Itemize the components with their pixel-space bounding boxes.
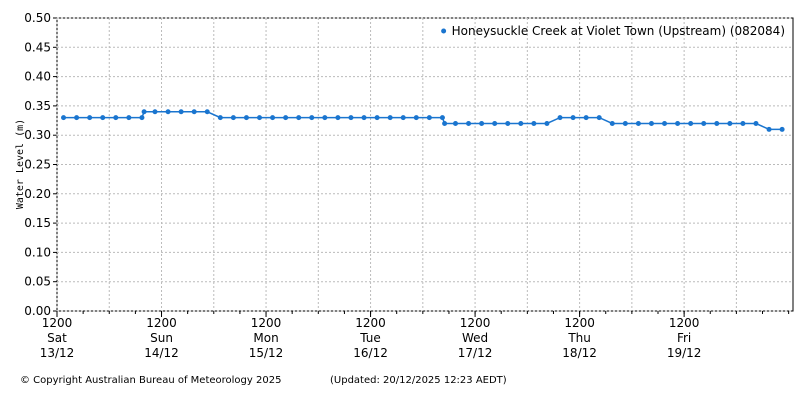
data-point bbox=[230, 115, 236, 121]
data-point bbox=[126, 115, 132, 121]
data-point bbox=[635, 120, 641, 126]
x-tick-label: 1200 bbox=[251, 316, 282, 330]
data-point bbox=[675, 120, 681, 126]
data-point bbox=[442, 120, 448, 126]
data-point bbox=[413, 115, 419, 121]
data-point bbox=[204, 109, 210, 115]
y-tick-label: 0.25 bbox=[24, 158, 51, 172]
x-tick-label: Mon bbox=[253, 331, 278, 345]
data-point bbox=[714, 120, 720, 126]
x-tick-label: 14/12 bbox=[144, 346, 179, 360]
data-point bbox=[648, 120, 654, 126]
data-point bbox=[570, 115, 576, 121]
data-point bbox=[439, 115, 445, 121]
data-point bbox=[400, 115, 406, 121]
data-point bbox=[113, 115, 119, 121]
data-point bbox=[361, 115, 367, 121]
data-point bbox=[583, 115, 589, 121]
x-tick-label: Thu bbox=[567, 331, 591, 345]
data-point bbox=[766, 126, 772, 132]
x-tick-label: 13/12 bbox=[40, 346, 75, 360]
x-tick-label: 1200 bbox=[669, 316, 700, 330]
x-tick-label: 19/12 bbox=[667, 346, 702, 360]
data-point bbox=[296, 115, 302, 121]
y-tick-label: 0.30 bbox=[24, 128, 51, 142]
footer-updated: (Updated: 20/12/2025 12:23 AEDT) bbox=[330, 375, 507, 386]
y-tick-label: 0.15 bbox=[24, 216, 51, 230]
y-tick-label: 0.20 bbox=[24, 187, 51, 201]
data-point bbox=[243, 115, 249, 121]
series-line bbox=[63, 111, 783, 131]
footer-copyright: © Copyright Australian Bureau of Meteoro… bbox=[20, 375, 281, 386]
x-tick-label: 1200 bbox=[564, 316, 595, 330]
data-point bbox=[426, 115, 432, 121]
x-tick-label: 16/12 bbox=[353, 346, 388, 360]
data-point bbox=[727, 120, 733, 126]
data-point bbox=[466, 120, 472, 126]
legend-marker bbox=[441, 28, 447, 34]
data-point bbox=[100, 115, 106, 121]
y-axis-label: Water Level (m) bbox=[15, 119, 26, 209]
data-point bbox=[452, 120, 458, 126]
data-point bbox=[139, 115, 145, 121]
x-tick-label: Wed bbox=[462, 331, 488, 345]
x-tick-label: 18/12 bbox=[562, 346, 597, 360]
x-tick-label: Tue bbox=[359, 331, 381, 345]
x-tick-label: Fri bbox=[677, 331, 691, 345]
x-tick-label: Sat bbox=[47, 331, 67, 345]
y-tick-label: 0.35 bbox=[24, 99, 51, 113]
data-point bbox=[387, 115, 393, 121]
data-point bbox=[191, 109, 197, 115]
data-point bbox=[479, 120, 485, 126]
data-point bbox=[257, 115, 263, 121]
data-point bbox=[740, 120, 746, 126]
x-tick-label: 1200 bbox=[42, 316, 73, 330]
data-point bbox=[283, 115, 289, 121]
data-point bbox=[270, 115, 276, 121]
data-point bbox=[609, 120, 615, 126]
data-point bbox=[74, 115, 80, 121]
data-point bbox=[544, 120, 550, 126]
x-tick-label: 1200 bbox=[355, 316, 386, 330]
data-point bbox=[87, 115, 93, 121]
data-point bbox=[335, 115, 341, 121]
data-point bbox=[322, 115, 328, 121]
y-tick-label: 0.45 bbox=[24, 40, 51, 54]
data-point bbox=[505, 120, 511, 126]
data-point bbox=[557, 115, 563, 121]
y-tick-label: 0.10 bbox=[24, 245, 51, 259]
x-tick-label: Sun bbox=[150, 331, 173, 345]
x-tick-label: 1200 bbox=[146, 316, 177, 330]
data-point bbox=[165, 109, 171, 115]
y-tick-label: 0.50 bbox=[24, 11, 51, 25]
data-point bbox=[779, 126, 785, 132]
data-point bbox=[178, 109, 184, 115]
y-tick-label: 0.05 bbox=[24, 275, 51, 289]
x-tick-label: 15/12 bbox=[249, 346, 284, 360]
y-tick-label: 0.40 bbox=[24, 70, 51, 84]
data-point bbox=[531, 120, 537, 126]
data-point bbox=[518, 120, 524, 126]
data-point bbox=[152, 109, 158, 115]
x-tick-label: 17/12 bbox=[458, 346, 493, 360]
data-point bbox=[217, 115, 223, 121]
data-point bbox=[492, 120, 498, 126]
data-point bbox=[61, 115, 67, 121]
data-point bbox=[622, 120, 628, 126]
data-point bbox=[688, 120, 694, 126]
data-point bbox=[374, 115, 380, 121]
y-tick-label: 0.00 bbox=[24, 304, 51, 318]
data-point bbox=[309, 115, 315, 121]
data-point bbox=[348, 115, 354, 121]
data-point bbox=[753, 120, 759, 126]
data-point bbox=[662, 120, 668, 126]
data-point bbox=[701, 120, 707, 126]
data-point bbox=[596, 115, 602, 121]
x-tick-label: 1200 bbox=[460, 316, 491, 330]
data-point bbox=[141, 109, 147, 115]
legend-label: Honeysuckle Creek at Violet Town (Upstre… bbox=[452, 24, 785, 38]
